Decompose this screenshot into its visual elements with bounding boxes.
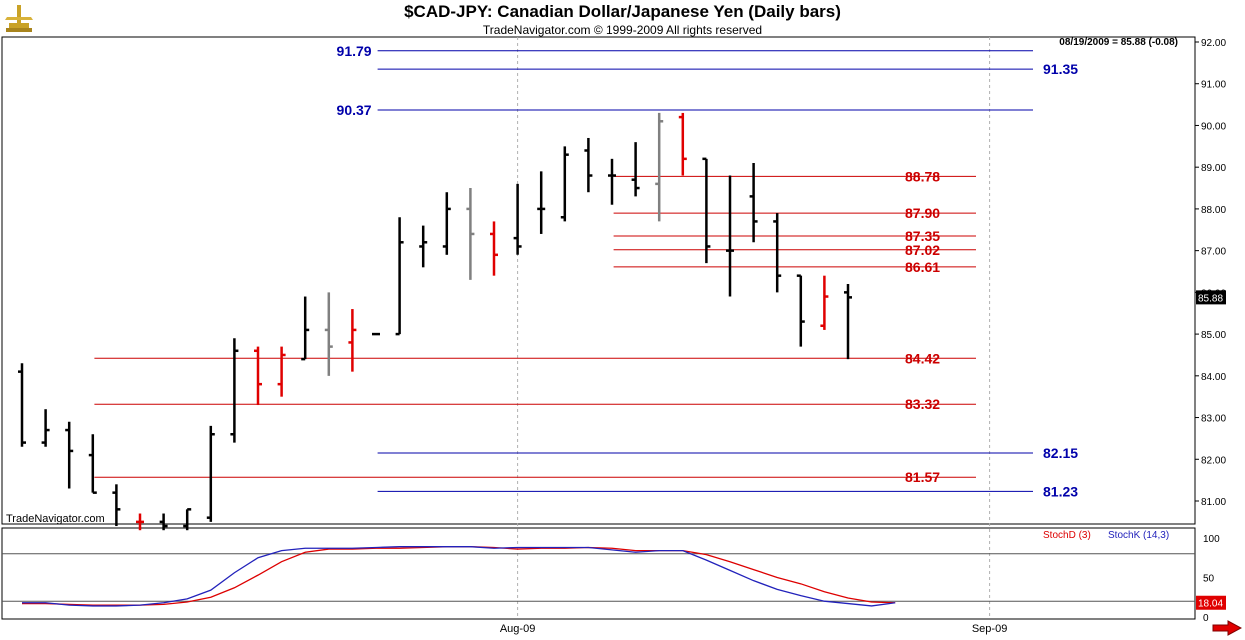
ohlc-bar xyxy=(112,484,121,527)
ohlc-bar xyxy=(537,171,546,234)
watermark: TradeNavigator.com xyxy=(6,513,105,525)
ohlc-bar xyxy=(513,183,522,255)
chart-subtitle: TradeNavigator.com © 1999-2009 All right… xyxy=(482,23,763,37)
chart-title: $CAD-JPY: Canadian Dollar/Japanese Yen (… xyxy=(404,2,841,21)
level-label-91.79: 91.79 xyxy=(337,43,372,59)
ohlc-bar xyxy=(466,188,475,280)
ohlc-bar xyxy=(844,284,852,360)
stoch-tick-label: 0 xyxy=(1203,613,1209,624)
trade-navigator-logo-icon xyxy=(5,5,33,32)
level-label-87.02: 87.02 xyxy=(905,242,940,258)
y-tick-label: 91.00 xyxy=(1201,80,1226,91)
stoch-line-k xyxy=(22,546,896,607)
ohlc-bar xyxy=(560,146,569,222)
y-tick-label: 89.00 xyxy=(1201,163,1226,174)
ohlc-bar xyxy=(254,346,262,406)
y-tick-label: 90.00 xyxy=(1201,121,1226,132)
ohlc-bar xyxy=(348,309,357,372)
x-tick-label: Aug-09 xyxy=(500,623,535,635)
ohlc-bar xyxy=(206,425,215,522)
level-label-87.90: 87.90 xyxy=(905,205,940,221)
ohlc-bar xyxy=(159,513,168,531)
ohlc-bar xyxy=(419,225,428,268)
ohlc-bar xyxy=(749,163,758,243)
ohlc-bar xyxy=(65,421,74,489)
ohlc-bar xyxy=(678,112,687,176)
y-tick-label: 85.00 xyxy=(1201,330,1226,341)
stoch-current-label: 18.04 xyxy=(1198,599,1223,610)
levels-layer: 91.79 91.35 90.37 88.78 87.90 87.3587.0286.61… xyxy=(94,43,1078,499)
ohlc-bar xyxy=(183,508,192,531)
ohlc-bar xyxy=(608,158,616,205)
ohlc-bar xyxy=(631,142,640,197)
y-tick-label: 83.00 xyxy=(1201,414,1226,425)
level-label-84.42: 84.42 xyxy=(905,350,940,366)
ohlc-bar xyxy=(230,338,239,443)
stoch-tick-label: 50 xyxy=(1203,574,1215,585)
level-label-83.32: 83.32 xyxy=(905,396,940,412)
axes: Aug-09 Sep-09 81.00 82.00 83.00 84.00 85.00 86.… xyxy=(500,38,1227,635)
level-label-81.57: 81.57 xyxy=(905,469,940,485)
scroll-right-arrow-icon[interactable] xyxy=(1212,620,1242,636)
level-label-88.78: 88.78 xyxy=(905,168,940,184)
y-tick-label: 82.00 xyxy=(1201,455,1226,466)
grid-layer xyxy=(1,36,1196,620)
stoch-current-box xyxy=(1196,595,1226,610)
level-label-91.35: 91.35 xyxy=(1043,61,1078,77)
legend-stoch-d: StochD (3) xyxy=(1043,530,1091,541)
level-label-87.35: 87.35 xyxy=(905,228,940,244)
ohlc-bar xyxy=(702,157,711,264)
stoch-tick-label: 100 xyxy=(1203,534,1220,545)
ohlc-bar xyxy=(584,137,593,193)
price-bars xyxy=(18,112,852,531)
y-tick-label: 84.00 xyxy=(1201,372,1226,383)
last-price-readout: 08/19/2009 = 85.88 (-0.08) xyxy=(1059,37,1178,48)
ohlc-bar xyxy=(773,213,782,293)
y-tick-label: 88.00 xyxy=(1201,205,1226,216)
current-price-label: 85.88 xyxy=(1198,293,1223,304)
ohlc-bar xyxy=(820,275,829,330)
ohlc-bar xyxy=(442,192,451,255)
ohlc-bar xyxy=(655,112,664,222)
ohlc-bar xyxy=(726,175,734,297)
level-label-82.15: 82.15 xyxy=(1043,445,1078,461)
ohlc-bar xyxy=(490,221,498,276)
ohlc-bar xyxy=(796,274,805,347)
x-tick-label: Sep-09 xyxy=(972,623,1007,635)
ohlc-bar xyxy=(301,296,310,361)
ohlc-bar xyxy=(136,513,144,531)
ohlc-bar xyxy=(277,346,286,397)
y-tick-label: 87.00 xyxy=(1201,247,1226,258)
current-price-box xyxy=(1196,290,1226,305)
level-label-86.61: 86.61 xyxy=(905,259,940,275)
y-tick-label: 81.00 xyxy=(1201,497,1226,508)
legend-stoch-k: StochK (14,3) xyxy=(1108,530,1169,541)
y-tick-label: 92.00 xyxy=(1201,38,1226,49)
ohlc-bar xyxy=(88,434,97,494)
stochastic-panel: StochD (3) StochK (14,3) xyxy=(2,530,1195,607)
stoch-panel-border xyxy=(1,527,1196,620)
ohlc-bar xyxy=(395,217,404,336)
ohlc-bar xyxy=(18,363,26,447)
ohlc-bar xyxy=(324,292,333,376)
level-label-81.23: 81.23 xyxy=(1043,483,1078,499)
ohlc-bar xyxy=(41,409,50,447)
level-label-90.37: 90.37 xyxy=(337,102,372,118)
price-panel-border xyxy=(1,36,1196,525)
